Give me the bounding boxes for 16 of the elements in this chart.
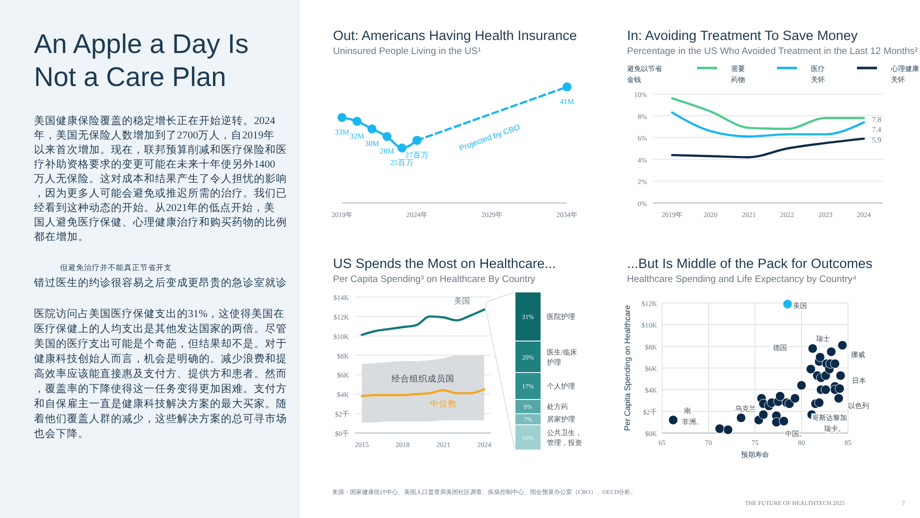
chart-title: Out: Americans Having Health Insurance bbox=[333, 28, 577, 43]
chart-subtitle: Healthcare Spending and Life Expectancy by Country⁴ bbox=[627, 274, 857, 285]
series-label: 美国 bbox=[454, 296, 470, 306]
y-axis-title: Per Capita Spending on Healthcare bbox=[623, 304, 632, 431]
text: An Apple a Day Is Not a Care Plan bbox=[34, 29, 249, 92]
chart-subtitle: Percentage in the US Who Avoided Treatment in the Last 12 Months² bbox=[627, 46, 918, 57]
text: 医院访问占美国医疗保健支出的31%，这使得美国在医疗保健上的人均支出是其他发达国家的两倍。尽管美国的医疗支出可能是个奇葩，但结果却不是。对于健康科技创始人而言，机会是明确的。减少浪费和提高效率应该能直接惠及支付方、提供方和患者。然而，覆盖率的下降使得这一任务变得更加困难。支付方和自保雇主一直是健康科技解决方案的最大买家。随着他们覆盖人群的减少，这些解决方案的总可寻市场也会下降。 bbox=[34, 309, 287, 440]
text: 错过医生的约诊很容易之后变成更昂贵的急诊室就诊 bbox=[33, 276, 287, 289]
chart-subtitle: Uninsured People Living in the US¹ bbox=[333, 46, 481, 57]
series-label: 中位数 bbox=[430, 398, 457, 408]
chart-title: ...But Is Middle of the Pack for Outcomes bbox=[627, 256, 873, 271]
annotation: 经合组织成员国 bbox=[392, 374, 454, 384]
text: 美国健康保险覆盖的稳定增长正在开始逆转。2024年，美国无保险人数增加到了2700万人，自2019年以来首次增加。现在，联邦预算削减和医疗保险和医疗补助资格要求的变更可能在未来十年使另外1400万人无保险。这对成本和结果产生了令人担忧的影响，因为更多人可能会避免或推迟所需的治疗。我们已经看到这种动态的开始。从2021年的低点开始，美国人避免医疗保健、心理健康治疗和购买药物的比例都在增加。 bbox=[34, 116, 287, 243]
chart-title: In: Avoiding Treatment To Save Money bbox=[627, 28, 858, 43]
chart-subtitle: Per Capita Spending³ on Healthcare By Country bbox=[333, 274, 536, 285]
chart-title: US Spends the Most on Healthcare... bbox=[333, 256, 556, 271]
